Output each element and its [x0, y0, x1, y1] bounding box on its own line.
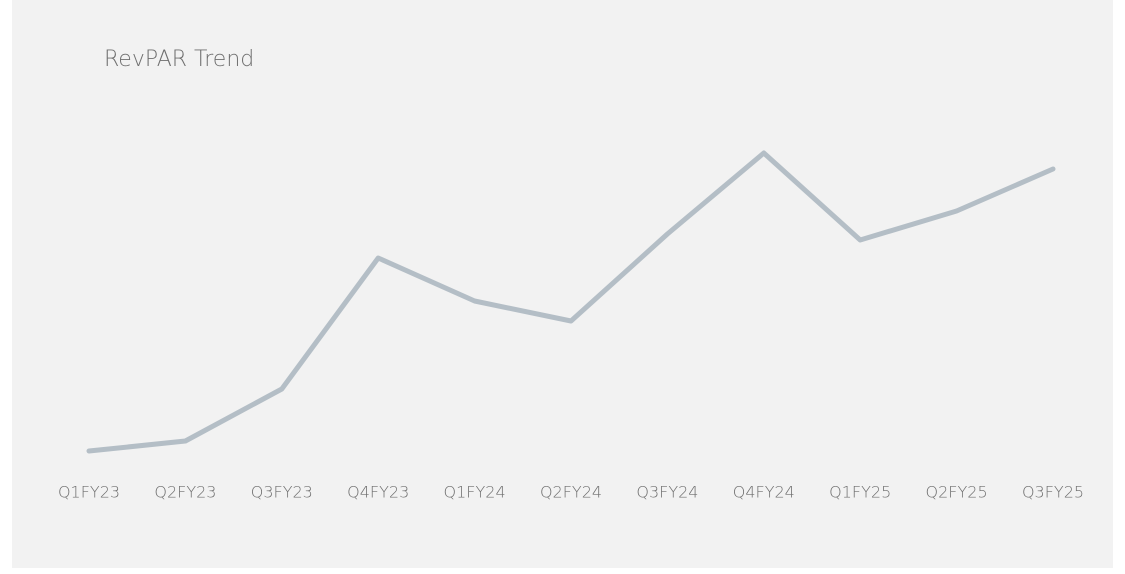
- x-tick-label: Q3FY24: [636, 483, 698, 502]
- x-tick-label: Q1FY23: [58, 483, 120, 502]
- x-tick-label: Q2FY24: [540, 483, 602, 502]
- x-tick-label: Q4FY24: [733, 483, 795, 502]
- x-tick-label: Q1FY25: [829, 483, 891, 502]
- x-tick-label: Q3FY25: [1022, 483, 1084, 502]
- x-tick-label: Q1FY24: [444, 483, 506, 502]
- x-tick-label: Q4FY23: [347, 483, 409, 502]
- chart-title: RevPAR Trend: [104, 47, 254, 72]
- line: [86, 150, 1056, 454]
- x-tick-label: Q2FY25: [926, 483, 988, 502]
- x-tick-label: Q3FY23: [251, 483, 313, 502]
- chart-background: [12, 0, 1113, 568]
- x-tick-label: Q2FY23: [154, 483, 216, 502]
